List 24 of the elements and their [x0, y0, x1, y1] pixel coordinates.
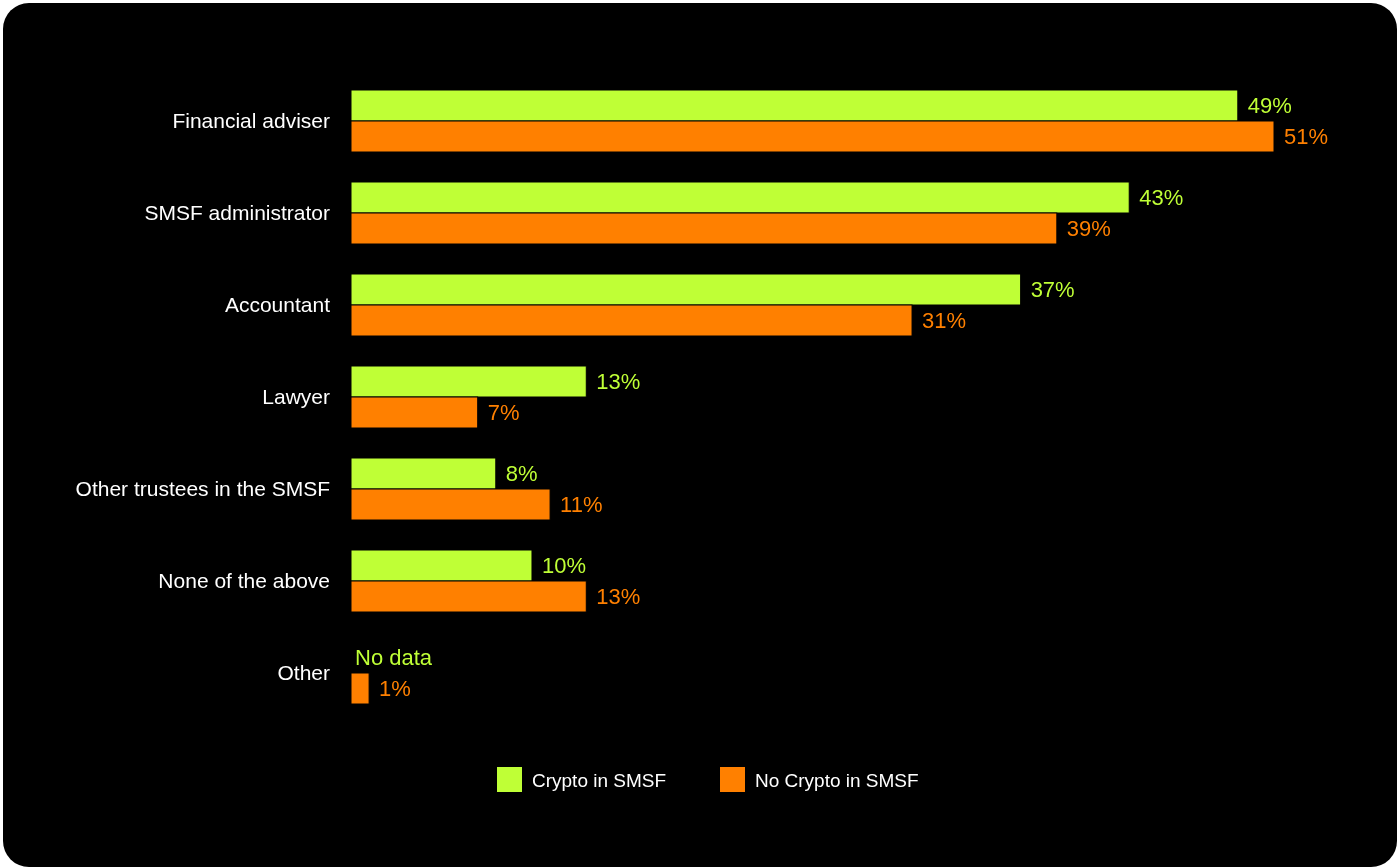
data-label: 13%	[596, 369, 641, 395]
data-label: 49%	[1247, 93, 1292, 119]
y-tick-label: Lawyer	[262, 385, 330, 409]
data-label: 43%	[1139, 185, 1184, 211]
legend-label: No Crypto in SMSF	[755, 769, 919, 791]
legend-label: Crypto in SMSF	[532, 769, 667, 791]
data-label: 11%	[560, 492, 603, 518]
data-label: 8%	[505, 461, 538, 487]
y-tick-label: Financial adviser	[172, 109, 330, 133]
y-tick-label: Other trustees in the SMSF	[75, 477, 330, 501]
bar	[350, 672, 370, 705]
data-label: 51%	[1284, 124, 1329, 150]
y-tick-label: Other	[277, 661, 330, 685]
y-tick-label: SMSF administrator	[144, 201, 330, 225]
data-label: 1%	[379, 676, 411, 702]
y-tick-label: None of the above	[158, 569, 330, 593]
text: No data	[355, 645, 433, 671]
data-label: 31%	[922, 308, 967, 334]
data-label: 39%	[1066, 216, 1111, 242]
y-tick-label: Accountant	[224, 293, 331, 317]
data-label: 7%	[487, 400, 520, 426]
data-label: 10%	[541, 553, 587, 579]
data-label: 13%	[596, 584, 641, 610]
data-label: 37%	[1030, 277, 1075, 303]
